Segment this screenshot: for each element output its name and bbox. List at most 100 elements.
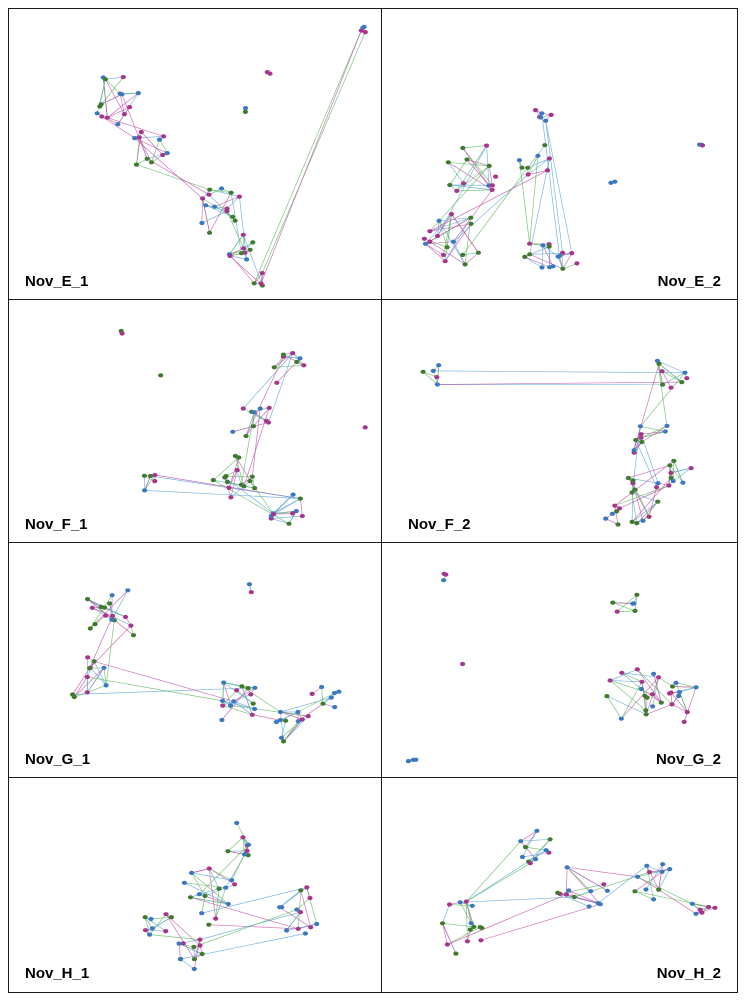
- network-node: [119, 331, 125, 336]
- network-node: [238, 482, 244, 487]
- network-edge: [208, 868, 220, 889]
- network-node: [263, 418, 269, 423]
- network-node: [405, 759, 411, 764]
- network-node: [251, 410, 257, 415]
- network-node: [224, 479, 231, 485]
- network-node: [257, 406, 263, 411]
- network-node: [133, 162, 140, 167]
- panel-nov-f-2: Nov_F_2: [381, 299, 738, 544]
- network-node: [210, 478, 216, 483]
- network-edge: [297, 890, 302, 929]
- network-node: [258, 281, 264, 286]
- network-node: [264, 70, 270, 75]
- network-node: [639, 439, 645, 445]
- network-nodes: [142, 820, 320, 972]
- network-edge: [271, 518, 290, 525]
- network-node: [283, 718, 289, 723]
- network-node: [705, 904, 712, 910]
- network-node: [699, 910, 705, 915]
- network-node: [297, 496, 303, 501]
- network-edge: [178, 943, 181, 960]
- network-edge: [672, 467, 692, 482]
- network-edge: [637, 669, 673, 705]
- network-node: [336, 689, 342, 694]
- network-node: [122, 614, 129, 620]
- network-nodes: [118, 328, 368, 526]
- network-node: [646, 514, 652, 519]
- network-node: [245, 686, 251, 691]
- network-edge: [669, 686, 697, 694]
- network-node: [468, 215, 474, 220]
- network-node: [454, 188, 460, 193]
- network-edge: [201, 210, 228, 224]
- network-node: [221, 680, 227, 685]
- network-node: [200, 196, 206, 201]
- network-node: [555, 890, 561, 895]
- network-edge: [242, 837, 248, 852]
- network-node: [457, 900, 463, 905]
- network-node: [464, 939, 470, 944]
- network-node: [299, 717, 305, 722]
- network-edge: [152, 916, 172, 929]
- network-node: [280, 352, 286, 357]
- network-edge: [228, 469, 238, 489]
- network-node: [168, 915, 174, 920]
- network-node: [191, 957, 197, 962]
- network-node: [546, 244, 552, 249]
- network-edge: [609, 669, 638, 681]
- network-edge: [222, 700, 255, 710]
- network-edge: [199, 844, 249, 895]
- network-node: [84, 690, 90, 695]
- network-node: [616, 506, 622, 511]
- network-node: [299, 513, 305, 519]
- network-node: [614, 609, 620, 614]
- network-edge: [606, 695, 647, 715]
- network-node: [109, 593, 115, 598]
- network-node: [244, 257, 250, 262]
- network-node: [444, 245, 450, 250]
- network-node: [651, 897, 657, 902]
- network-node: [295, 719, 301, 724]
- network-node: [421, 236, 427, 241]
- network-node: [328, 695, 334, 700]
- network-node: [603, 516, 609, 521]
- network-node: [548, 112, 554, 117]
- network-node: [85, 597, 91, 602]
- network-edge: [444, 217, 472, 262]
- network-edge: [670, 467, 692, 474]
- network-node: [92, 622, 98, 627]
- network-node: [177, 957, 183, 962]
- network-node: [430, 368, 436, 373]
- network-node: [668, 475, 674, 480]
- network-node: [676, 693, 682, 699]
- network-node: [127, 105, 133, 110]
- network-graph-nov-f-1: [118, 328, 368, 526]
- network-edge: [213, 457, 240, 481]
- network-node: [297, 356, 303, 361]
- network-node: [467, 927, 473, 932]
- network-node: [147, 473, 154, 479]
- panel-label: Nov_F_1: [25, 516, 88, 533]
- network-node: [604, 694, 610, 699]
- network-node: [242, 106, 249, 111]
- network-edge: [253, 407, 270, 427]
- network-nodes: [421, 108, 706, 271]
- network-edge: [425, 213, 452, 245]
- network-node: [440, 252, 446, 258]
- network-node: [213, 916, 219, 921]
- network-edge: [180, 958, 195, 970]
- network-figure-grid: Nov_E_1 Nov_E_2 Nov_F_1 Nov_F_2 Nov_G_1 …: [8, 8, 738, 993]
- panel-nov-e-1: Nov_E_1: [8, 8, 383, 301]
- network-node: [229, 878, 235, 883]
- network-node: [252, 685, 258, 690]
- network-node: [97, 104, 103, 109]
- network-edge: [105, 78, 121, 94]
- network-edge: [425, 243, 444, 256]
- network-edge: [429, 241, 466, 265]
- network-node: [607, 678, 613, 683]
- network-node: [119, 92, 125, 97]
- network-node: [609, 511, 615, 516]
- network-node: [615, 522, 621, 527]
- network-node: [199, 220, 205, 226]
- network-node: [207, 187, 213, 192]
